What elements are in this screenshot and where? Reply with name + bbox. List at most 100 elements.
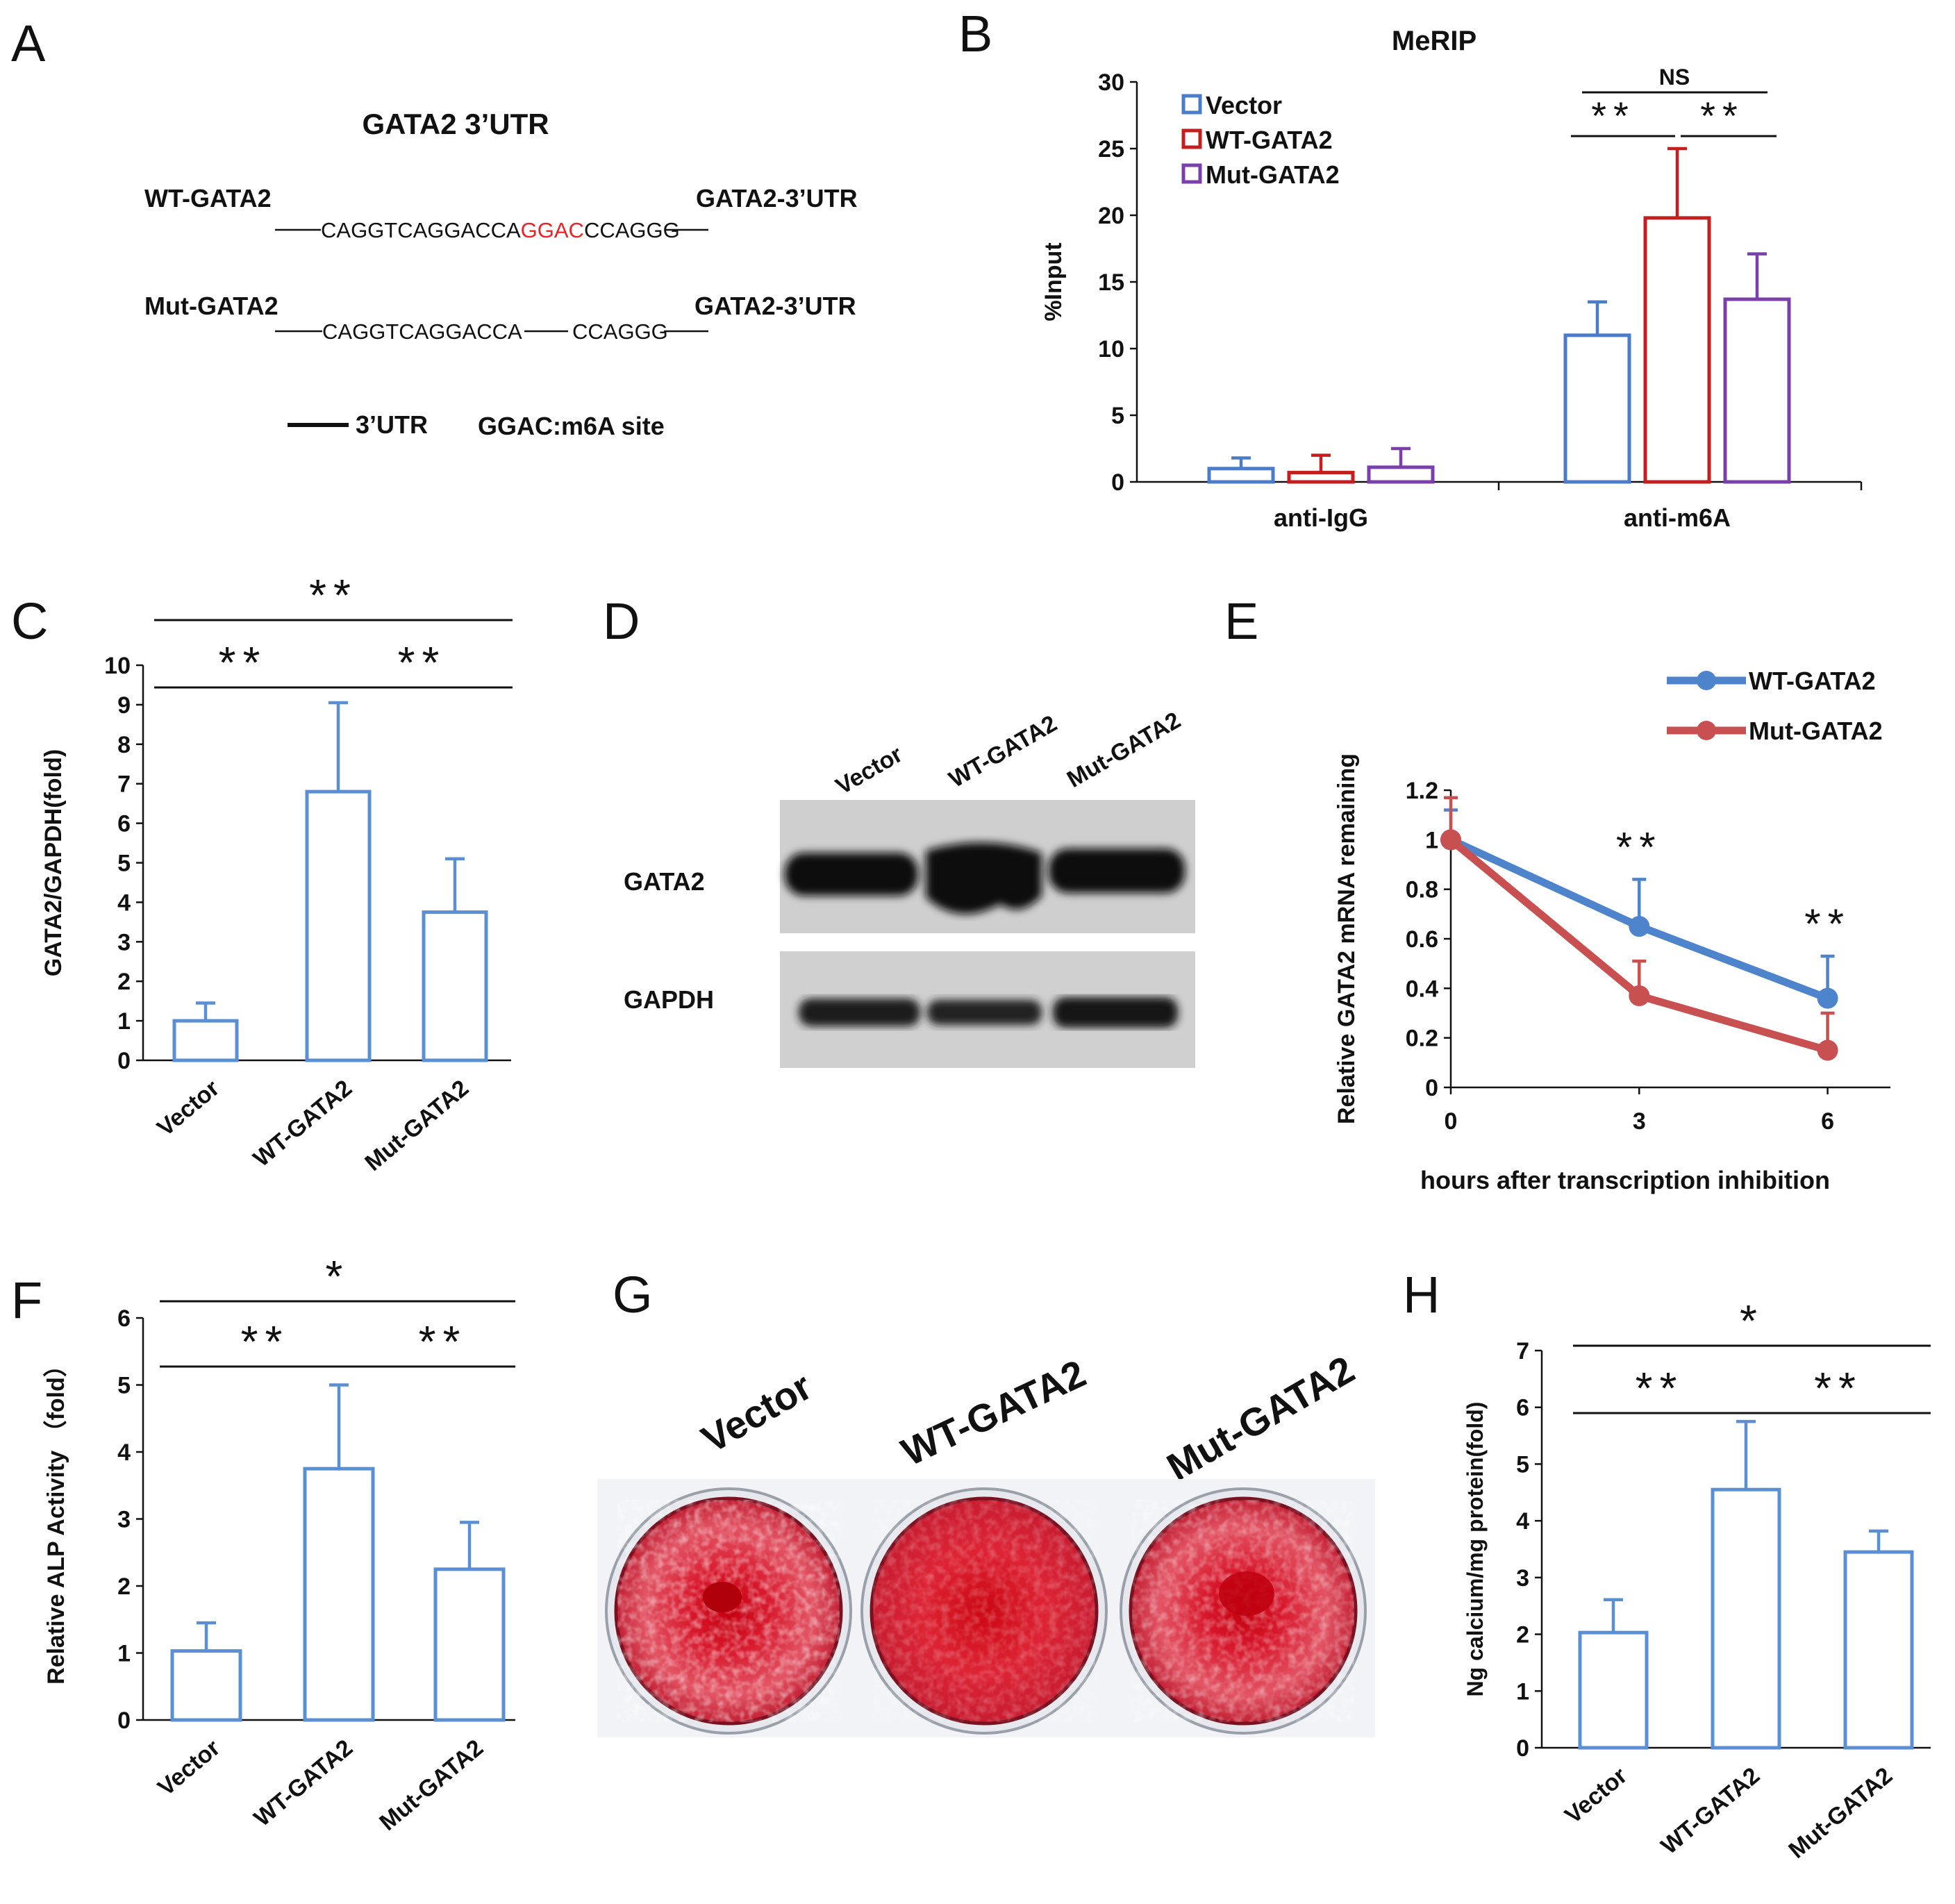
chart-c-bar [305,790,372,1062]
chart-f-y-tick-label: 3 [117,1507,131,1533]
blot-row-gapdh: GAPDH [624,985,714,1014]
panel-c: C 0 1 2 3 4 5 6 7 8 9 10 GATA2/GAPDH(fold) Vector WT-… [11,570,513,1176]
panel-a: A GATA2 3’UTR WT-GATA2 CAGGTCAGGACCAGGAC… [11,15,858,440]
chart-c-bar [172,1019,239,1062]
chart-b-y-tick-label: 30 [1098,69,1124,96]
chart-h-significance-label: ** [1814,1363,1863,1413]
chart-c-category-label: Mut-GATA2 [360,1075,474,1176]
chart-c-y-tick-label: 5 [117,851,131,877]
panel-letter-c: C [11,592,48,650]
chart-e-y-tick-label: 0.4 [1406,976,1438,1002]
chart-f-significance-label: ** [241,1317,290,1367]
chart-c-significance-label: ** [398,637,447,687]
chart-e-ylabel: Relative GATA2 mRNA remaining [1333,753,1360,1124]
band-gata2-vector [785,853,918,896]
chart-e-point [1817,1039,1838,1061]
chart-c-category-label: Vector [152,1075,224,1142]
chart-b-bar [1643,216,1711,484]
chart-h-y-tick-label: 2 [1516,1622,1529,1648]
chart-f-ylabel: Relative ALP Activity （fold） [42,1353,69,1685]
chart-b-category-label: anti-IgG [1274,503,1368,532]
panel-b: B MeRIP 0 5 10 15 20 25 30 %Input anti-IgG anti-m… [958,5,1863,532]
chart-e-point [1440,829,1461,851]
panel-letter-f: F [11,1271,42,1329]
chart-f-y-tick-label: 6 [117,1305,131,1332]
chart-b-title: MeRIP [1392,26,1476,56]
chart-h-bar [1711,1487,1781,1750]
chart-e-y-tick-label: 1.2 [1406,778,1438,804]
chart-f-y-tick-label: 2 [117,1573,131,1600]
chart-h-significance-label: ** [1636,1363,1684,1413]
chart-b-y-tick-label: 25 [1098,136,1124,162]
blot-lane-mut: Mut-GATA2 [1063,707,1186,793]
chart-c-y-tick-label: 0 [117,1048,131,1074]
chart-f-bar [433,1567,506,1722]
chart-b-y-tick-label: 5 [1111,403,1124,429]
chart-h-y-tick-label: 1 [1516,1678,1529,1705]
chart-b: 0 5 10 15 20 25 30 %Input anti-IgG anti-m6A Vector… [1040,65,1863,532]
chart-b-significance-label: ** [1591,94,1636,137]
wt-seq-left: CAGGTCAGGACCA [321,218,521,242]
panel-letter-g: G [613,1266,653,1323]
chart-b-legend-label: Mut-GATA2 [1206,160,1340,189]
chart-h-bar [1578,1630,1649,1750]
chart-c-y-tick-label: 10 [104,653,131,679]
well-mut [1120,1487,1367,1735]
chart-f-significance-label: ** [419,1317,467,1367]
chart-c-y-tick-label: 1 [117,1008,131,1035]
mut-gata2-label: Mut-GATA2 [144,292,278,320]
chart-h-category-label: Mut-GATA2 [1783,1762,1897,1864]
chart-h: 0 1 2 3 4 5 6 7 Ng calcium/mg protein(fold) Vecto… [1463,1296,1931,1864]
chart-h-category-label: WT-GATA2 [1656,1762,1765,1860]
chart-c-y-tick-label: 8 [117,732,131,758]
chart-c-y-tick-label: 7 [117,771,131,798]
chart-b-bar [1207,467,1275,484]
chart-e-y-tick-label: 0 [1425,1075,1438,1101]
chart-e-x-tick-label: 6 [1821,1108,1834,1135]
chart-e-xlabel: hours after transcription inhibition [1420,1166,1830,1194]
chart-f-y-tick-label: 5 [117,1373,131,1399]
chart-b-bar [1723,297,1791,484]
chart-h-category-label: Vector [1560,1762,1632,1829]
chart-h-bar [1843,1550,1914,1750]
chart-e-x-tick-label: 3 [1633,1108,1646,1135]
chart-e: 0 0.2 0.4 0.6 0.8 1 1.2 Relative GATA2 mRNA rem… [1333,667,1890,1135]
chart-f-category-label: Mut-GATA2 [374,1735,488,1836]
chart-h-y-tick-label: 3 [1516,1565,1529,1592]
band-gata2-wt [926,842,1042,915]
chart-b-bar [1563,333,1631,484]
chart-c-ylabel: GATA2/GAPDH(fold) [40,749,67,976]
chart-c-y-tick-label: 3 [117,929,131,955]
well-wt [860,1487,1108,1735]
chart-f-y-tick-label: 4 [117,1439,131,1466]
chart-e-point [1629,916,1650,937]
blot-bands-gata2 [785,842,1185,915]
chart-b-legend-label: Vector [1206,91,1282,119]
chart-h-significance-label: * [1740,1296,1764,1346]
chart-c-significance-label: ** [309,570,358,620]
band-gapdh-wt [927,1000,1042,1025]
chart-c-category-label: WT-GATA2 [249,1075,358,1172]
chart-e-series-line [1448,837,1829,1054]
chart-e-significance-label: ** [1616,824,1663,870]
chart-h-y-tick-label: 4 [1516,1508,1529,1535]
panel-letter-d: D [603,592,640,650]
panel-f: F 0 1 2 3 4 5 6 Relative ALP Activity （fold） Vec… [11,1251,515,1836]
well-vector [605,1487,852,1735]
mut-seq-right: CCAGGG [572,319,668,344]
chart-f-y-tick-label: 0 [117,1707,131,1734]
chart-e-x-tick-label: 0 [1445,1108,1458,1135]
chart-c-y-tick-label: 4 [117,890,131,916]
panel-d: D Vector WT-GATA2 Mut-GATA2 GATA2 GAPDH [603,592,1195,1068]
chart-h-ylabel: Ng calcium/mg protein(fold) [1463,1402,1488,1697]
chart-f-y-tick-label: 1 [117,1641,131,1667]
utr-legend-label: 3’UTR [356,410,428,439]
blot-row-gata2: GATA2 [624,867,705,896]
chart-e-legend-marker [1697,721,1716,740]
chart-e-significance-label: ** [1804,901,1851,947]
well-label-mut: Mut-GATA2 [1160,1347,1362,1489]
well-label-wt: WT-GATA2 [895,1351,1092,1474]
chart-b-category-label: anti-m6A [1624,503,1731,532]
chart-c-y-tick-label: 9 [117,692,131,719]
